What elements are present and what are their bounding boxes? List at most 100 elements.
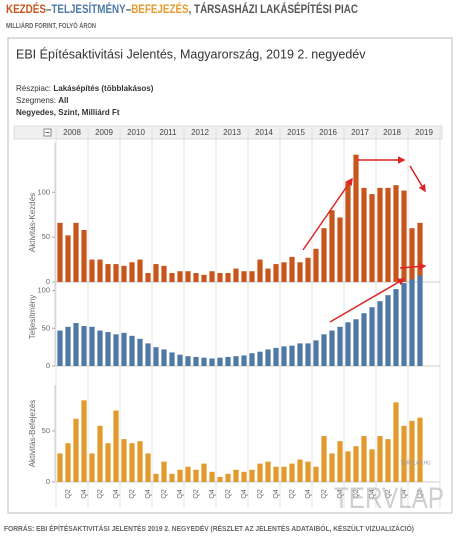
bar: [241, 271, 247, 282]
bar: [217, 273, 223, 282]
x-tick-label: Q2: [65, 489, 72, 498]
x-tick-label: Q4: [81, 489, 88, 498]
bar: [337, 217, 343, 282]
bar: [297, 343, 303, 366]
bar: [73, 323, 79, 366]
y-tick-label: 100: [37, 286, 50, 295]
bar: [273, 347, 279, 366]
y-tick-label: 0: [46, 477, 50, 486]
year-label: 2012: [191, 128, 209, 137]
y-axis-label: Aktivitás-Befejezés: [28, 400, 37, 468]
bar: [201, 357, 207, 366]
bar: [257, 259, 263, 282]
title-part: –: [126, 2, 132, 16]
bar: [105, 332, 111, 366]
bar: [353, 154, 359, 282]
year-label: 2009: [95, 128, 113, 137]
arrow: [302, 177, 353, 251]
bar: [129, 262, 135, 282]
filter: Részpiac: Lakásépítés (többlakásos): [16, 84, 154, 93]
bar: [105, 264, 111, 282]
bar: [297, 459, 303, 482]
bar: [329, 330, 335, 366]
bar: [417, 222, 423, 282]
bar: [169, 473, 175, 482]
filter-value: All: [58, 96, 68, 105]
watermark-logo: TERVLAP: [334, 482, 444, 515]
bar: [97, 259, 103, 282]
bar: [377, 436, 383, 482]
bar: [57, 330, 63, 366]
x-tick-label: Q2: [289, 489, 296, 498]
x-tick-label: Q4: [369, 489, 376, 498]
title-part: , TÁRSASHÁZI LAKÁSÉPÍTÉSI PIAC: [189, 1, 359, 16]
bar: [321, 228, 327, 282]
y-tick-label: 100: [37, 187, 50, 196]
bar: [345, 322, 351, 366]
bar: [81, 326, 87, 366]
bar: [265, 268, 271, 282]
bar: [185, 466, 191, 482]
bar: [337, 441, 343, 482]
y-tick-label: 50: [42, 232, 50, 241]
bar: [193, 273, 199, 282]
bar: [321, 334, 327, 366]
bar: [313, 340, 319, 366]
bar: [361, 436, 367, 482]
bar: [153, 473, 159, 482]
bar: [257, 463, 263, 482]
year-label: 2016: [319, 128, 337, 137]
measure-label: Negyedes, Szint, Milliárd Ft: [16, 108, 120, 117]
x-tick-label: Q2: [129, 489, 136, 498]
bar: [353, 446, 359, 482]
title-part: –: [46, 2, 52, 16]
arrow: [409, 165, 426, 193]
x-tick-label: Q2: [321, 489, 328, 498]
bar: [249, 271, 255, 282]
bar: [233, 356, 239, 366]
bar: [65, 235, 71, 282]
bar: [177, 354, 183, 366]
year-label: 2013: [223, 128, 241, 137]
x-tick-label: Q2: [193, 489, 200, 498]
bar: [249, 353, 255, 366]
bar: [417, 417, 423, 482]
bar: [281, 346, 287, 366]
footer: FORRÁS: EBI ÉPÍTÉSAKTIVITÁSI JELENTÉS 20…: [4, 524, 414, 533]
bar: [409, 420, 415, 482]
bar: [265, 349, 271, 366]
bar: [249, 469, 255, 482]
x-tick-label: Q4: [209, 489, 216, 498]
bar: [281, 466, 287, 482]
bar: [297, 262, 303, 282]
bar: [121, 332, 127, 366]
bar: [169, 273, 175, 282]
year-label: 2019: [415, 128, 433, 137]
bar: [401, 283, 407, 366]
annotation-arrows: [302, 156, 427, 323]
year-label: 2014: [255, 128, 273, 137]
bar: [137, 441, 143, 482]
bar: [417, 275, 423, 366]
bar: [113, 264, 119, 282]
bar: [385, 295, 391, 366]
bar: [273, 466, 279, 482]
bar: [401, 425, 407, 482]
bar: [65, 326, 71, 366]
filter-label: Szegmens:: [16, 96, 56, 105]
year-label: 2010: [127, 128, 145, 137]
arrow: [399, 262, 427, 271]
bar: [353, 319, 359, 366]
header-title: KEZDÉS–TELJESÍTMÉNY–BEFEJEZÉS, TÁRSASHÁZ…: [6, 1, 358, 16]
arrow: [329, 278, 406, 323]
title-part: KEZDÉS: [6, 1, 46, 16]
bar: [65, 443, 71, 482]
filter-value: Lakásépítés (többlakásos): [53, 84, 153, 93]
bar: [145, 453, 151, 482]
bar: [329, 453, 335, 482]
panel-title: EBI Építésaktivitási Jelentés, Magyarors…: [16, 46, 366, 61]
x-tick-label: Q2: [417, 489, 424, 498]
x-tick-label: Q4: [113, 489, 120, 498]
bar: [385, 187, 391, 282]
